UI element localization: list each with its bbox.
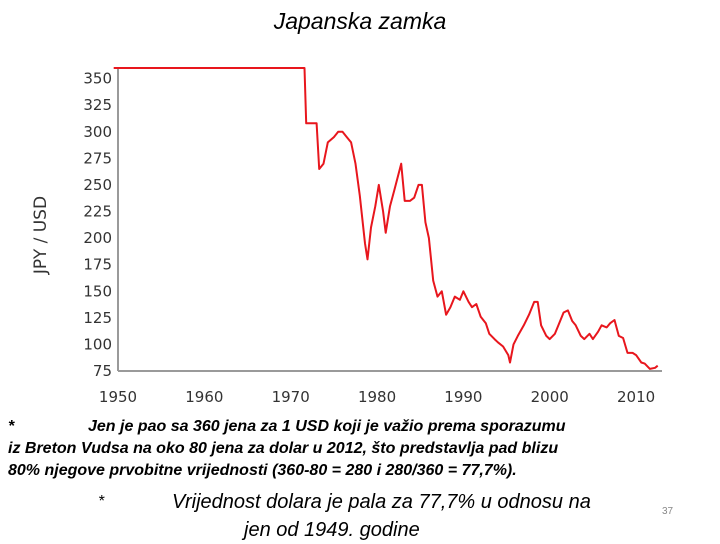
y-tick-label: 250 [83, 176, 112, 194]
y-tick-label: 300 [83, 123, 112, 141]
x-tick-label: 1950 [99, 388, 137, 406]
x-tick-label: 2010 [617, 388, 655, 406]
exchange-rate-chart: JPY / USD 75 100 125 150 175 200 225 250 275 300 3… [31, 67, 662, 406]
y-tick-label: 125 [83, 309, 112, 327]
slide-title: Japanska zamka [273, 8, 447, 34]
summary-line-2: jen od 1949. godine [244, 519, 420, 541]
footnote-line-2: iz Breton Vudsa na oko 80 jena za dolar … [8, 440, 559, 457]
footnote-line-1: Jen je pao sa 360 jena za 1 USD koji je … [88, 418, 566, 435]
x-tick-label: 1990 [444, 388, 482, 406]
x-tick-label: 1960 [185, 388, 223, 406]
series-line-jpy-usd [113, 67, 659, 370]
footnote-line-3: 80% njegove prvobitne vrijednosti (360-8… [8, 462, 517, 479]
y-tick-label: 100 [83, 335, 112, 353]
y-tick-label: 350 [83, 70, 112, 88]
x-tick-label: 2000 [531, 388, 569, 406]
x-tick-label: 1970 [272, 388, 310, 406]
y-axis-label: JPY / USD [31, 196, 51, 275]
slide-number: 37 [662, 506, 674, 517]
y-tick-label: 175 [83, 256, 112, 274]
x-tick-labels: 1950 1960 1970 1980 1990 2000 2010 [99, 388, 655, 406]
footnote: * Jen je pao sa 360 jena za 1 USD koji je… [8, 416, 712, 482]
y-tick-label: 75 [93, 362, 112, 380]
x-tick-label: 1980 [358, 388, 396, 406]
footnote-bullet: * [8, 418, 15, 435]
y-tick-label: 200 [83, 229, 112, 247]
y-tick-label: 225 [83, 203, 112, 221]
y-tick-label: 275 [83, 149, 112, 167]
y-tick-label: 325 [83, 96, 112, 114]
summary-bullet: * [98, 493, 105, 510]
y-tick-label: 150 [83, 282, 112, 300]
y-tick-labels: 75 100 125 150 175 200 225 250 275 300 325 350 [83, 70, 112, 380]
summary-line-1: Vrijednost dolara je pala za 77,7% u odn… [172, 491, 591, 513]
